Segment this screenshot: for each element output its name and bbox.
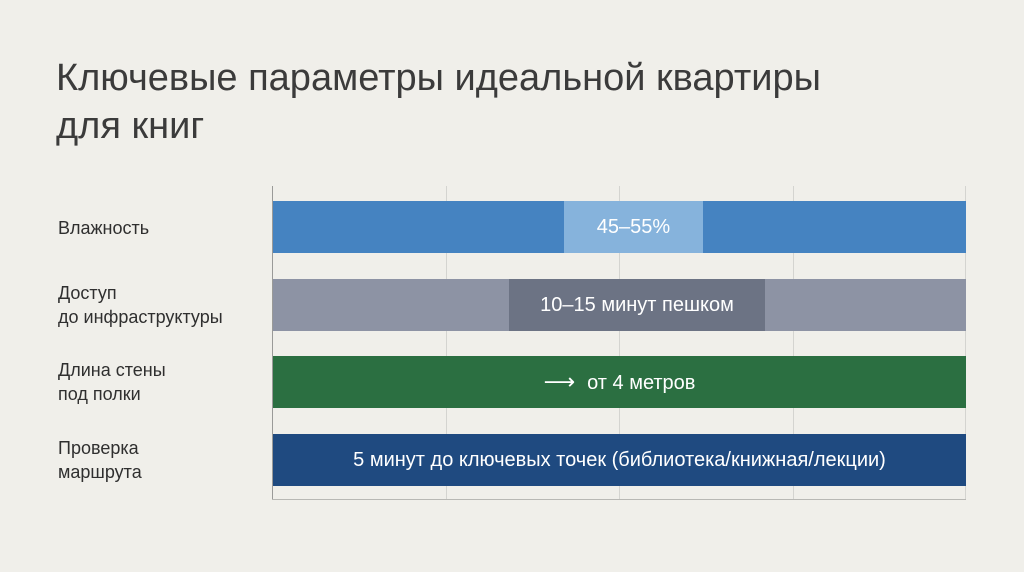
bar-wall: ⟶ от 4 метров xyxy=(273,356,966,408)
bar-highlight-humidity xyxy=(564,201,703,253)
y-axis-line xyxy=(272,186,273,500)
category-label-access: Доступ до инфраструктуры xyxy=(58,281,268,329)
bar-label-humidity: 45–55% xyxy=(596,216,671,238)
gridline xyxy=(965,186,966,500)
bar-highlight-access xyxy=(509,279,765,331)
gridline xyxy=(793,186,794,500)
bar-label-wall: ⟶ от 4 метров xyxy=(273,356,966,408)
bar-label-wall-text: от 4 метров xyxy=(587,372,696,394)
gridline xyxy=(446,186,447,500)
x-axis-line xyxy=(272,499,966,500)
bar-route: 5 минут до ключевых точек (библиотека/кн… xyxy=(273,434,966,486)
category-label-line: до инфраструктуры xyxy=(58,307,223,327)
gridline xyxy=(619,186,620,500)
category-label-line: Длина стены xyxy=(58,360,166,380)
category-label-line: Проверка xyxy=(58,438,139,458)
arrow-right-icon: ⟶ xyxy=(543,369,576,394)
chart-title: Ключевые параметры идеальной квартиры дл… xyxy=(56,54,956,150)
category-label-route: Проверка маршрута xyxy=(58,436,268,484)
bar-label-route: 5 минут до ключевых точек (библиотека/кн… xyxy=(353,449,886,471)
category-label-line: Доступ xyxy=(58,283,117,303)
category-label-line: Влажность xyxy=(58,218,150,238)
category-label-humidity: Влажность xyxy=(58,216,268,240)
category-label-wall: Длина стены под полки xyxy=(58,358,268,406)
bar-humidity: 45–55% xyxy=(273,201,966,253)
title-line-2: для книг xyxy=(56,105,205,147)
category-label-line: маршрута xyxy=(58,462,142,482)
category-label-line: под полки xyxy=(58,384,141,404)
bar-access: 10–15 минут пешком xyxy=(273,279,966,331)
bar-label-access: 10–15 минут пешком xyxy=(540,294,734,316)
title-line-1: Ключевые параметры идеальной квартиры xyxy=(56,57,821,99)
